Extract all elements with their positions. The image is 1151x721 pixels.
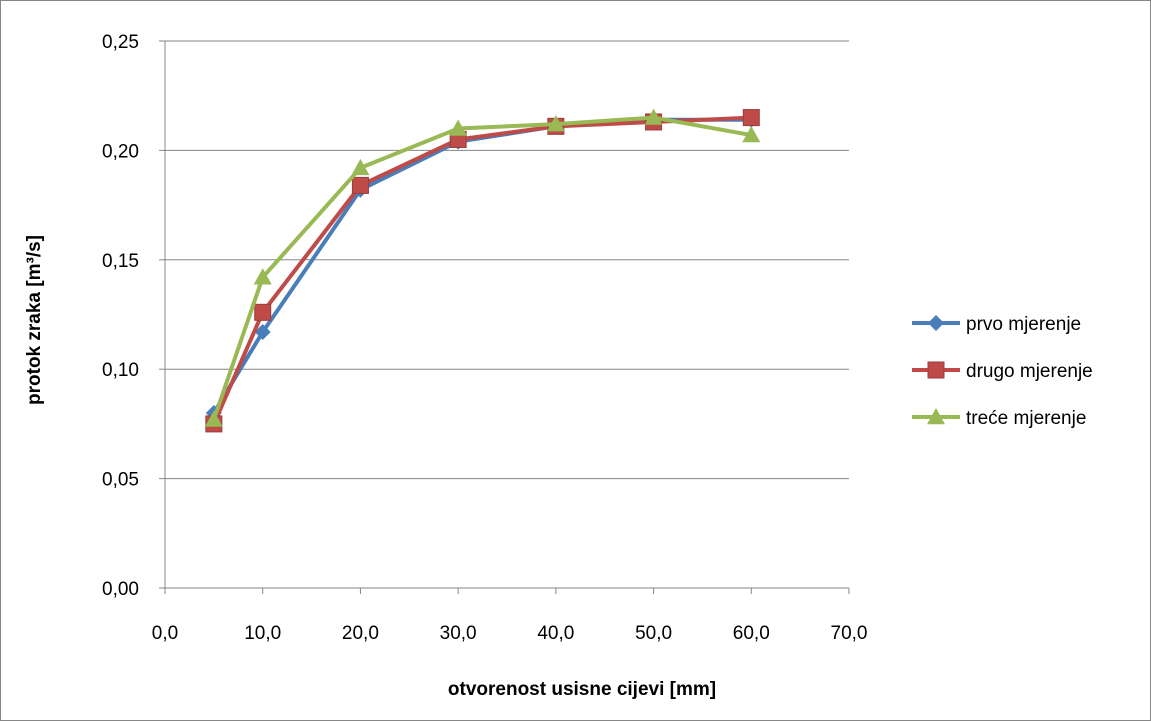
y-axis-title: protok zraka [m³/s] <box>24 235 45 405</box>
y-tick-label: 0,25 <box>102 32 139 53</box>
data-point <box>254 303 272 321</box>
data-point <box>351 158 370 176</box>
series-2 <box>205 109 760 433</box>
x-tick-label: 60,0 <box>733 623 770 644</box>
data-point <box>204 410 223 427</box>
legend-marker <box>927 408 945 425</box>
y-tick-label: 0,20 <box>102 141 139 162</box>
x-tick-label: 20,0 <box>342 623 379 644</box>
legend-label: drugo mjerenje <box>966 361 1093 382</box>
legend-marker <box>928 315 944 331</box>
x-tick-label: 40,0 <box>537 623 574 644</box>
series-line <box>212 115 752 425</box>
series-3 <box>204 108 761 427</box>
data-point <box>644 108 663 125</box>
y-tick-labels: 0,00 0,05 0,10 0,15 0,20 0,25 <box>102 32 139 600</box>
legend-label: prvo mjerenje <box>966 314 1081 335</box>
y-tick-label: 0,05 <box>102 470 139 491</box>
y-tick-label: 0,15 <box>102 251 139 272</box>
legend-label: treće mjerenje <box>966 408 1086 429</box>
x-tick-label: 50,0 <box>635 623 672 644</box>
legend-item: treće mjerenje <box>912 408 1086 429</box>
x-tick-label: 10,0 <box>244 623 281 644</box>
x-tick-labels: 0,0 10,0 20,0 30,0 40,0 50,0 60,0 70,0 <box>152 623 868 644</box>
data-point <box>253 268 272 285</box>
legend-item: drugo mjerenje <box>912 361 1093 382</box>
data-point <box>351 176 369 194</box>
series-1 <box>205 111 760 421</box>
legend-marker <box>927 361 945 379</box>
x-axis-title: otvorenost usisne cijevi [mm] <box>448 679 716 700</box>
grid-lines <box>165 40 849 480</box>
y-tick-label: 0,00 <box>102 579 139 600</box>
data-point <box>742 126 761 143</box>
x-tick-label: 30,0 <box>440 623 477 644</box>
data-point <box>742 109 760 127</box>
y-tick-label: 0,10 <box>102 360 139 381</box>
x-tick-label: 0,0 <box>152 623 178 644</box>
data-point <box>254 324 271 341</box>
legend: prvo mjerenje drugo mjerenje treće mjerenj… <box>912 314 1093 429</box>
data-point <box>546 115 565 132</box>
x-tick-label: 70,0 <box>831 623 868 644</box>
data-point <box>449 119 468 136</box>
legend-item: prvo mjerenje <box>912 314 1081 335</box>
series <box>204 108 761 433</box>
axes <box>159 40 850 594</box>
